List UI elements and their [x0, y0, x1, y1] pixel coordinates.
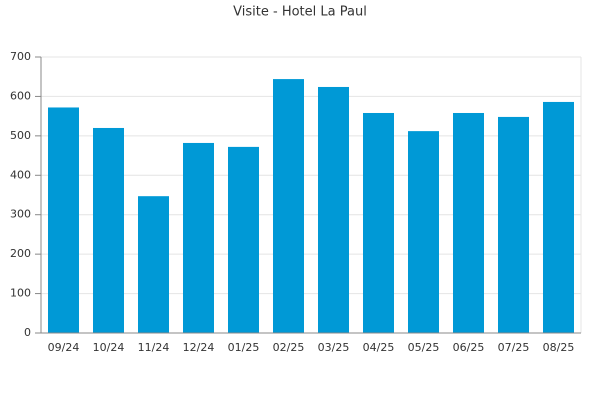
y-tick-label: 500 — [10, 129, 31, 142]
bar — [183, 142, 214, 333]
bar — [318, 86, 349, 333]
bar — [453, 112, 484, 333]
bar — [273, 79, 304, 333]
bar — [363, 112, 394, 333]
bar — [138, 196, 169, 333]
bar — [228, 146, 259, 333]
x-tick-label: 04/25 — [363, 341, 395, 354]
x-tick-label: 03/25 — [318, 341, 350, 354]
y-tick-label: 300 — [10, 208, 31, 221]
x-tick-label: 10/24 — [93, 341, 125, 354]
x-tick-label: 11/24 — [138, 341, 170, 354]
y-tick-label: 600 — [10, 89, 31, 102]
bar — [408, 131, 439, 333]
x-tick-label: 08/25 — [543, 341, 575, 354]
x-tick-label: 09/24 — [48, 341, 80, 354]
x-tick-label: 12/24 — [183, 341, 215, 354]
x-tick-label: 06/25 — [453, 341, 485, 354]
y-tick-label: 0 — [24, 326, 31, 339]
y-tick-label: 200 — [10, 247, 31, 260]
x-tick-label: 07/25 — [498, 341, 530, 354]
x-tick-label: 02/25 — [273, 341, 305, 354]
chart-title: Visite - Hotel La Paul — [233, 5, 367, 20]
bar — [48, 107, 79, 334]
bar — [93, 127, 124, 333]
y-tick-label: 100 — [10, 287, 31, 300]
x-tick-label: 05/25 — [408, 341, 440, 354]
y-tick-label: 700 — [10, 50, 31, 63]
x-tick-label: 01/25 — [228, 341, 260, 354]
bar — [498, 116, 529, 333]
y-tick-label: 400 — [10, 168, 31, 181]
bar — [543, 101, 574, 333]
